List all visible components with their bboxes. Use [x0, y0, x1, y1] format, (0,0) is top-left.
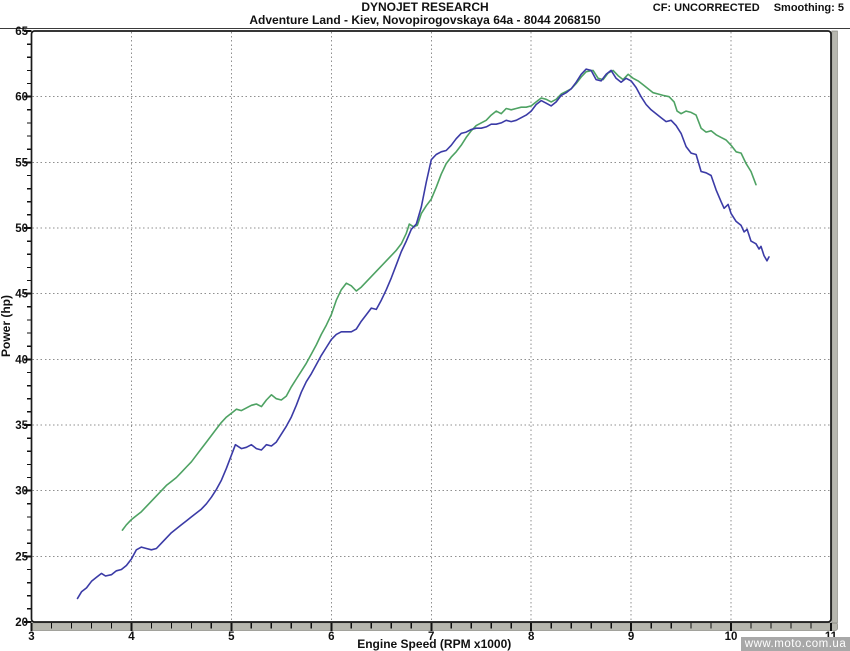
svg-text:6: 6 — [328, 631, 334, 643]
svg-text:25: 25 — [15, 551, 28, 563]
svg-text:55: 55 — [15, 157, 28, 169]
run-info: CF: UNCORRECTED Smoothing: 5 — [653, 2, 844, 14]
svg-text:45: 45 — [15, 289, 28, 301]
svg-text:60: 60 — [15, 92, 28, 104]
svg-text:3: 3 — [28, 631, 34, 643]
svg-text:7: 7 — [428, 631, 434, 643]
x-axis-title: Engine Speed (RPM x1000) — [357, 637, 511, 651]
plot-frame — [30, 30, 832, 623]
svg-text:35: 35 — [15, 420, 28, 432]
tick-labels: 2025303540455055606534567891011 — [15, 26, 837, 643]
svg-text:10: 10 — [725, 631, 738, 643]
svg-text:20: 20 — [15, 617, 28, 629]
svg-text:65: 65 — [15, 26, 28, 38]
axis-ticks — [24, 30, 832, 631]
svg-text:4: 4 — [128, 631, 135, 643]
curve-run-green — [121, 69, 757, 531]
curve-run-blue — [76, 68, 770, 600]
watermark-moto-com-ua: www.moto.com.ua — [741, 637, 850, 651]
brand-title: DYNOJET RESEARCH — [361, 0, 489, 14]
svg-text:50: 50 — [15, 223, 28, 235]
svg-text:30: 30 — [15, 486, 28, 498]
svg-text:5: 5 — [228, 631, 235, 643]
axis-shadow-bars — [31, 30, 838, 631]
svg-text:8: 8 — [528, 631, 535, 643]
gridlines — [32, 32, 830, 621]
svg-text:9: 9 — [628, 631, 634, 643]
correction-factor-label: CF: UNCORRECTED — [652, 2, 760, 14]
smoothing-label: Smoothing: 5 — [773, 2, 844, 14]
dyno-shop-subtitle: Adventure Land - Kiev, Novopirogovskaya … — [249, 13, 601, 27]
svg-text:40: 40 — [15, 354, 28, 366]
y-axis-title: Power (hp) — [0, 295, 13, 357]
